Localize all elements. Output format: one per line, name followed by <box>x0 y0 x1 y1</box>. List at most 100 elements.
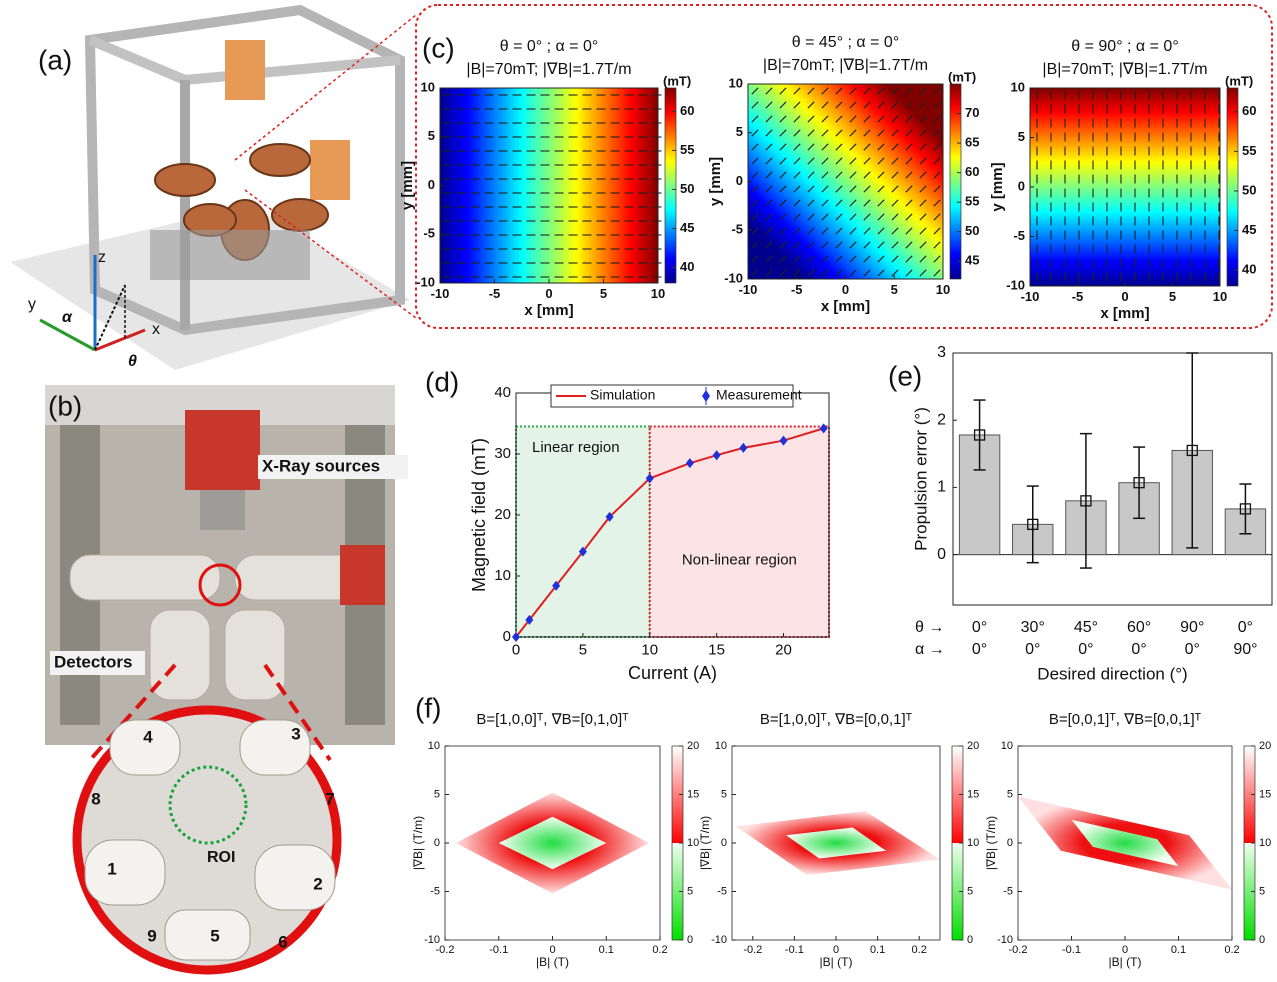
x-tick-label: 0° <box>1078 641 1093 658</box>
y-tick-label: 10 <box>715 740 727 752</box>
x-tick-label: 0 <box>833 944 839 956</box>
x-tick-label: 0° <box>1131 641 1146 658</box>
callout: Detectors <box>54 652 132 671</box>
x-tick-label: -5 <box>1072 289 1084 304</box>
colorbar-tick-label: 45 <box>680 220 694 235</box>
y-tick-label: 20 <box>494 506 511 523</box>
colorbar-label: (mT) <box>1225 73 1253 88</box>
y-tick-label: -10 <box>416 274 435 289</box>
x-tick-label: 10 <box>936 282 950 297</box>
y-axis-label: |∇B| (T/m) <box>698 816 712 870</box>
chart-subtitle: |B|=70mT; |∇B|=1.7T/m <box>763 57 928 74</box>
colorbar-tick-label: 65 <box>965 135 979 150</box>
row-label: θ → <box>915 619 944 636</box>
x-tick-label: 0.2 <box>912 944 927 956</box>
x-tick-label: 0.1 <box>599 944 614 956</box>
roi-label: ROI <box>207 849 235 866</box>
x-tick-label: 0° <box>1185 641 1200 658</box>
chart-title: θ = 45° ; α = 0° <box>792 34 899 51</box>
coil-number: 1 <box>107 859 116 878</box>
coil-number: 4 <box>143 727 153 746</box>
colorbar-tick-label: 20 <box>687 740 699 752</box>
x-axis-label: |B| (T) <box>536 955 569 969</box>
colorbar-tick-label: 40 <box>680 259 694 274</box>
x-tick-label: 0° <box>1025 641 1040 658</box>
field-map <box>748 84 943 279</box>
y-tick-label: 10 <box>421 79 435 94</box>
colorbar-tick-label: 40 <box>1242 262 1256 277</box>
x-axis-label: Current (A) <box>628 663 717 683</box>
x-axis-label: x [mm] <box>1100 305 1149 322</box>
x-tick-label: 0 <box>545 286 552 301</box>
colorbar-tick-label: 55 <box>1242 143 1256 158</box>
x-axis-label: x [mm] <box>821 298 870 315</box>
coil-number: 6 <box>278 932 287 951</box>
y-tick-label: 10 <box>428 740 440 752</box>
colorbar-tick-label: 0 <box>967 934 973 946</box>
x-tick-label: 0° <box>972 619 987 636</box>
colorbar-tick-label: 60 <box>965 164 979 179</box>
y-tick-label: 0 <box>721 837 727 849</box>
coil-number: 3 <box>291 724 300 743</box>
colorbar-tick-label: 15 <box>1259 788 1271 800</box>
colorbar <box>665 88 676 283</box>
x-tick-label: 0.1 <box>1171 944 1186 956</box>
colorbar-tick-label: 45 <box>1242 222 1256 237</box>
y-tick-label: 10 <box>1011 79 1025 94</box>
coil-number: 2 <box>313 874 322 893</box>
x-tick-label: -5 <box>791 282 803 297</box>
x-tick-label: 5 <box>1169 289 1176 304</box>
y-tick-label: -5 <box>423 226 435 241</box>
field-map <box>1030 88 1220 286</box>
colorbar-tick-label: 50 <box>1242 182 1256 197</box>
figure: (a) (b) (c) (d) (e) (f) z y x α θ X-Ray … <box>0 0 1277 982</box>
y-tick-label: 30 <box>494 445 511 462</box>
y-axis-label: |∇B| (T/m) <box>411 816 425 870</box>
colorbar-tick-label: 60 <box>680 103 694 118</box>
x-axis-label: |B| (T) <box>1109 955 1142 969</box>
y-tick-label: 5 <box>428 128 435 143</box>
colorbar-tick-label: 15 <box>687 788 699 800</box>
x-tick-label: -0.1 <box>1062 944 1081 956</box>
x-tick-label: -5 <box>489 286 501 301</box>
axis-name: z <box>98 249 106 266</box>
panel-label: (f) <box>415 692 441 723</box>
chart-subtitle: |B|=70mT; |∇B|=1.7T/m <box>1042 61 1207 78</box>
colorbar-label: (mT) <box>948 69 976 84</box>
chart-title: B=[1,0,0]ᵀ, ∇B=[0,1,0]ᵀ <box>476 711 629 728</box>
y-tick-label: 40 <box>494 384 511 401</box>
y-tick-label: -10 <box>711 934 727 946</box>
y-tick-label: -5 <box>731 222 743 237</box>
y-tick-label: -10 <box>724 270 743 285</box>
y-axis-label: |∇B| (T/m) <box>984 816 998 870</box>
field-map <box>440 88 658 283</box>
y-tick-label: 0 <box>1018 178 1025 193</box>
chart-title: θ = 0° ; α = 0° <box>500 38 599 55</box>
chart-subtitle: |B|=70mT; |∇B|=1.7T/m <box>466 61 631 78</box>
y-axis-label: Magnetic field (mT) <box>469 438 489 592</box>
region <box>650 427 829 637</box>
colorbar-tick-label: 5 <box>967 885 973 897</box>
colorbar-tick-label: 20 <box>1259 740 1271 752</box>
colorbar-tick-label: 55 <box>965 194 979 209</box>
x-tick-label: 45° <box>1074 619 1098 636</box>
coil-number: 5 <box>210 926 219 945</box>
colorbar-tick-label: 10 <box>1259 837 1271 849</box>
y-tick-label: 5 <box>434 788 440 800</box>
y-tick-label: -10 <box>997 934 1013 946</box>
x-tick-label: 0.2 <box>652 944 667 956</box>
coil-number: 8 <box>91 789 100 808</box>
colorbar-tick-label: 5 <box>1259 885 1265 897</box>
colorbar-tick-label: 15 <box>967 788 979 800</box>
axis-name: θ <box>128 353 137 370</box>
chart-title: θ = 90° ; α = 0° <box>1071 38 1178 55</box>
x-tick-label: 0 <box>549 944 555 956</box>
callout: X-Ray sources <box>262 456 380 475</box>
panel-label: (d) <box>425 366 459 397</box>
legend-label: Simulation <box>590 387 655 403</box>
x-tick-label: 0.1 <box>870 944 885 956</box>
y-tick-label: 0 <box>1007 837 1013 849</box>
colorbar-tick-label: 0 <box>687 934 693 946</box>
region-label: Non-linear region <box>682 552 797 569</box>
y-tick-label: 5 <box>1007 788 1013 800</box>
